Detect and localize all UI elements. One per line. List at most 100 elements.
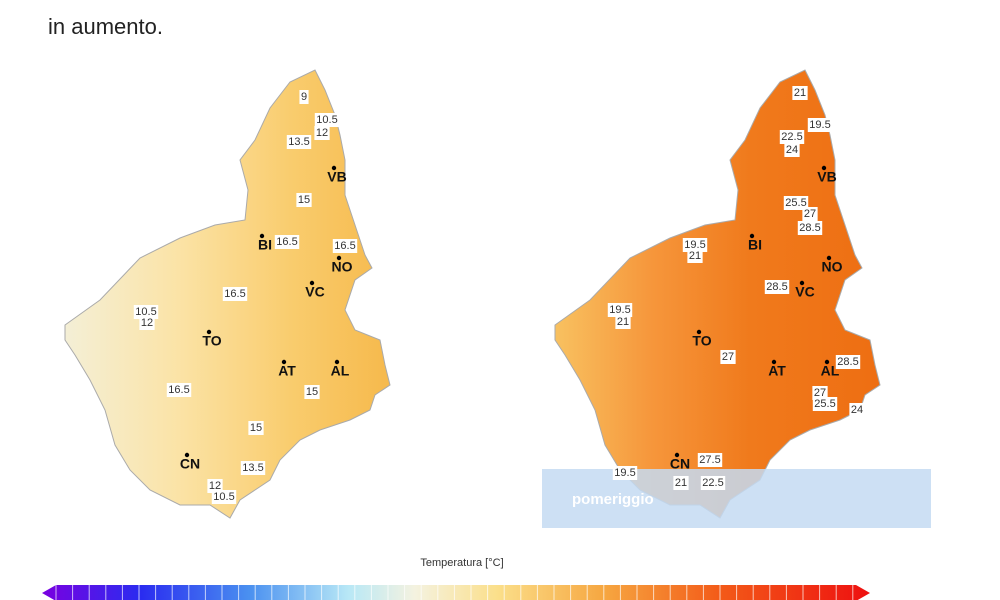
city-dot: [799, 280, 805, 286]
isotherm-value: 25.5: [785, 197, 806, 209]
isotherm-value: 15: [306, 386, 318, 398]
city-dot: [331, 165, 337, 171]
city-dot: [749, 233, 755, 239]
isotherm-label: 10.5: [133, 305, 159, 319]
city-label: AL: [331, 363, 350, 379]
label-bg: [700, 476, 726, 490]
city-label: TO: [202, 333, 221, 349]
isotherm-value: 12: [316, 127, 328, 139]
isotherm-value: 10.5: [135, 306, 156, 318]
isotherm-value: 27: [804, 208, 816, 220]
label-bg: [849, 403, 865, 417]
isotherm-label: 27: [812, 386, 828, 400]
isotherm-value: 9: [301, 91, 307, 103]
label-bg: [697, 453, 723, 467]
isotherm-value: 16.5: [276, 236, 297, 248]
overlay-band: [542, 469, 931, 528]
isotherm-value: 28.5: [766, 281, 787, 293]
city-label: BI: [258, 237, 272, 253]
isotherm-label: 16.5: [332, 239, 358, 253]
label-bg: [764, 280, 790, 294]
label-bg: [607, 303, 633, 317]
label-bg: [612, 466, 638, 480]
city-dot: [771, 359, 777, 365]
isotherm-value: 19.5: [614, 467, 635, 479]
isotherm-value: 27: [722, 351, 734, 363]
isotherm-value: 27.5: [699, 454, 720, 466]
label-bg: [286, 135, 312, 149]
label-bg: [133, 305, 159, 319]
isotherm-label: 16.5: [274, 235, 300, 249]
isotherm-value: 21: [794, 87, 806, 99]
isotherm-label: 28.5: [764, 280, 790, 294]
isotherm-label: 13.5: [240, 461, 266, 475]
isotherm-value: 21: [617, 316, 629, 328]
isotherm-label: 12: [314, 126, 330, 140]
isotherm-value: 19.5: [609, 304, 630, 316]
isotherm-value: 22.5: [781, 131, 802, 143]
label-bg: [812, 386, 828, 400]
city-dot: [696, 329, 702, 335]
isotherm-label: 24: [784, 143, 800, 157]
isotherm-value: 27: [814, 387, 826, 399]
city-dot: [309, 280, 315, 286]
city-label: VB: [817, 169, 836, 185]
isotherm-label: 9: [299, 90, 309, 104]
city-dot: [259, 233, 265, 239]
isotherm-value: 25.5: [814, 398, 835, 410]
isotherm-value: 21: [675, 477, 687, 489]
isotherm-value: 24: [851, 404, 863, 416]
city-dot: [826, 255, 832, 261]
label-bg: [615, 315, 631, 329]
city-dot: [824, 359, 830, 365]
isotherm-value: 12: [209, 480, 221, 492]
city-dot: [674, 452, 680, 458]
isotherm-value: 21: [689, 250, 701, 262]
label-bg: [720, 350, 736, 364]
isotherm-label: 21: [687, 249, 703, 263]
city-label: CN: [180, 456, 200, 472]
isotherm-value: 15: [298, 194, 310, 206]
label-bg: [207, 479, 223, 493]
label-bg: [222, 287, 248, 301]
label-bg: [797, 221, 823, 235]
label-bg: [166, 383, 192, 397]
isotherm-value: 19.5: [809, 119, 830, 131]
label-bg: [682, 238, 708, 252]
isotherm-label: 28.5: [797, 221, 823, 235]
isotherm-label: 19.5: [607, 303, 633, 317]
isotherm-label: 19.5: [682, 238, 708, 252]
isotherm-label: 10.5: [314, 113, 340, 127]
label-bg: [673, 476, 689, 490]
isotherm-label: 24: [849, 403, 865, 417]
colorbar: [42, 585, 870, 600]
isotherm-value: 16.5: [224, 288, 245, 300]
city-dot: [184, 452, 190, 458]
city-label: VC: [795, 284, 814, 300]
city-dot: [336, 255, 342, 261]
isotherm-value: 13.5: [242, 462, 263, 474]
city-label: VC: [305, 284, 324, 300]
isotherm-label: 27: [720, 350, 736, 364]
city-label: VB: [327, 169, 346, 185]
isotherm-label: 10.5: [211, 490, 237, 504]
isotherm-value: 16.5: [334, 240, 355, 252]
isotherm-label: 19.5: [807, 118, 833, 132]
isotherm-label: 15: [304, 385, 320, 399]
label-bg: [274, 235, 300, 249]
isotherm-label: 22.5: [700, 476, 726, 490]
city-label: AL: [821, 363, 840, 379]
city-label: AT: [278, 363, 296, 379]
label-bg: [211, 490, 237, 504]
isotherm-label: 21: [792, 86, 808, 100]
isotherm-label: 27.5: [697, 453, 723, 467]
isotherm-label: 19.5: [612, 466, 638, 480]
label-bg: [835, 355, 861, 369]
isotherm-label: 16.5: [222, 287, 248, 301]
label-bg: [779, 130, 805, 144]
isotherm-label: 22.5: [779, 130, 805, 144]
city-label: AT: [768, 363, 786, 379]
isotherm-label: 16.5: [166, 383, 192, 397]
isotherm-value: 28.5: [837, 356, 858, 368]
